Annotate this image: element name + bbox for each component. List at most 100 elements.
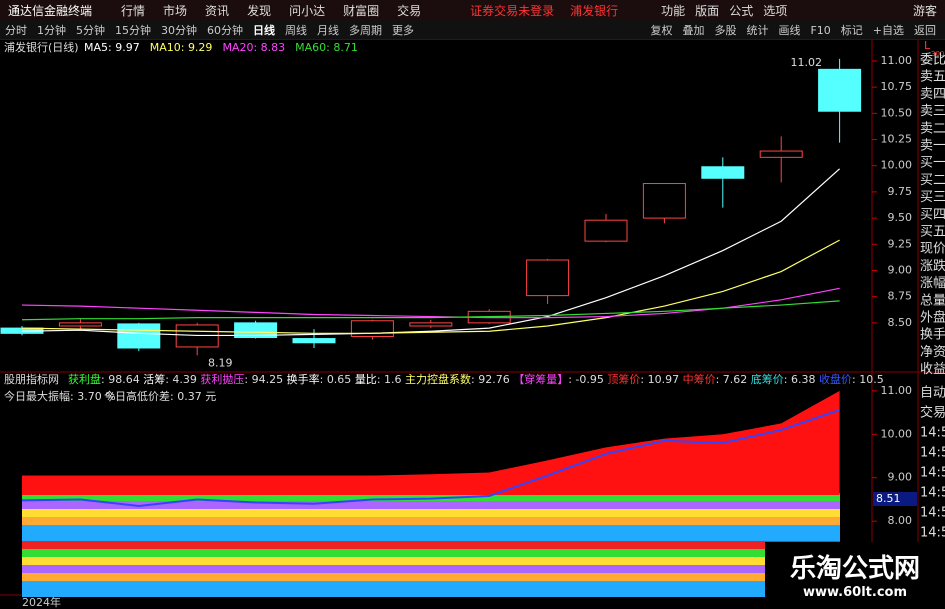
indicator-label: 换手率 [287, 372, 320, 386]
current-label: 8.51 [876, 492, 901, 505]
period-tab[interactable]: 更多 [392, 23, 414, 37]
y-tick-label: 10.00 [881, 159, 913, 172]
tool-button[interactable]: F10 [810, 23, 831, 37]
side-item: 买二 [920, 173, 945, 188]
indicator-label: 活筹 [143, 372, 165, 386]
side-item: 外盘 [920, 310, 945, 326]
chip-band [22, 533, 840, 541]
indicator-value: 7.62 [723, 373, 748, 386]
year-label: 2024年 [22, 595, 61, 609]
menu-item[interactable]: 行情 [121, 3, 146, 18]
chip-band [22, 501, 840, 509]
tool-button[interactable]: 复权 [650, 23, 673, 37]
ma-line [21, 168, 841, 337]
chip-band [22, 517, 840, 525]
user[interactable]: 游客 [912, 3, 937, 18]
period-tab[interactable]: 60分钟 [207, 23, 243, 37]
side-item: 买三 [920, 190, 945, 205]
candle-body [409, 322, 453, 327]
y-tick-label: 9.75 [888, 185, 913, 198]
menu-item[interactable]: 财富圈 [343, 3, 380, 18]
side-item: 14:56 [920, 486, 945, 501]
ma-value: 9.97 [115, 41, 140, 54]
menu-item[interactable]: 版面 [695, 3, 720, 18]
menu-item[interactable]: 公式 [729, 3, 754, 18]
ma-name: MA20 [222, 41, 253, 54]
stock-name: 浦发银行 [570, 3, 619, 18]
period-tab[interactable]: 30分钟 [161, 23, 197, 37]
tool-button[interactable]: 标记 [840, 23, 863, 37]
login-status[interactable]: 证券交易未登录 [470, 3, 555, 18]
period-tab[interactable]: 周线 [285, 23, 307, 37]
tool-button[interactable]: 叠加 [682, 23, 705, 37]
side-item: 买四 [920, 207, 945, 222]
indicator-label: 主力控盘系数 [405, 372, 471, 386]
side-item: 卖三 [920, 104, 945, 119]
ma-line [21, 239, 840, 334]
side-item: 交易 [920, 405, 945, 421]
menu-item[interactable]: 选项 [763, 3, 788, 18]
period-tab[interactable]: 分时 [5, 23, 27, 37]
y-tick-label: 9.00 [888, 263, 913, 276]
y-tick-label: 10.00 [881, 427, 913, 440]
watermark-name: 乐淘公式网 [789, 554, 920, 584]
side-item: 卖一 [920, 139, 945, 154]
candle-body [584, 219, 628, 242]
indicator-value: 6.38 [791, 373, 816, 386]
tool-button[interactable]: 返回 [914, 23, 936, 37]
ma-line [21, 287, 840, 319]
side-sub: 300 [931, 50, 944, 58]
menu-item[interactable]: 功能 [661, 3, 686, 18]
candle-body [526, 259, 570, 297]
ma-legend: MA5: 9.97 [84, 41, 140, 54]
chip-band [22, 573, 840, 581]
tool-button[interactable]: 画线 [778, 23, 801, 37]
tool-button[interactable]: 统计 [746, 23, 769, 37]
period-tab[interactable]: 月线 [317, 23, 339, 37]
period-tab[interactable]: 日线 [253, 23, 275, 37]
side-item: 换手 [920, 328, 945, 343]
y-tick-label: 10.50 [881, 106, 913, 119]
indicator-label: 【穿筹量】 [513, 372, 568, 386]
ma-value: 8.83 [261, 41, 286, 54]
menu-item[interactable]: 发现 [247, 3, 272, 18]
indicator-label: 获利拋压 [200, 372, 244, 386]
menu-item[interactable]: 市场 [163, 3, 188, 18]
ma-name: MA10 [150, 41, 181, 54]
cost-line [21, 409, 840, 507]
ma-name: MA5 [84, 41, 108, 54]
period-tab[interactable]: 5分钟 [76, 23, 105, 37]
indicator-label: 中筹价 [683, 372, 716, 386]
y-tick-label: 8.75 [888, 290, 913, 303]
y-tick-label: 8.50 [888, 316, 913, 329]
menu-item[interactable]: 交易 [397, 3, 422, 18]
side-item: 14:56 [920, 426, 945, 441]
y-tick-label: 9.00 [888, 471, 913, 484]
menu-item[interactable]: 问小达 [289, 3, 326, 18]
period-tab[interactable]: 1分钟 [37, 23, 66, 37]
side-item: 涨跌 [920, 258, 945, 274]
tool-button[interactable]: 多股 [714, 23, 737, 37]
chip-band [22, 557, 840, 565]
tool-button[interactable]: +自选 [872, 23, 904, 37]
candle-body [292, 338, 336, 344]
y-tick-label: 9.25 [888, 237, 913, 250]
y-tick-label: 11.00 [881, 384, 913, 397]
indicator-label: 量比 [355, 373, 377, 386]
candle-body [759, 150, 803, 158]
period-tab[interactable]: 多周期 [349, 23, 382, 37]
chip-band [22, 541, 840, 549]
profit-area [22, 390, 840, 495]
side-item: 委比 [920, 53, 945, 68]
ma-legend: MA20: 8.83 [222, 41, 285, 54]
y-tick-label: 10.25 [881, 133, 913, 146]
period-tab[interactable]: 15分钟 [115, 23, 151, 37]
watermark: 乐淘公式网 www.60lt.com [765, 542, 945, 609]
app-name: 通达信金融终端 [8, 3, 93, 18]
menu-item[interactable]: 资讯 [205, 3, 230, 18]
side-item: 14:56 [920, 506, 945, 521]
right-menu: 功能 版面 公式 选项 [656, 2, 792, 19]
y-tick-label: 8.00 [888, 514, 913, 527]
